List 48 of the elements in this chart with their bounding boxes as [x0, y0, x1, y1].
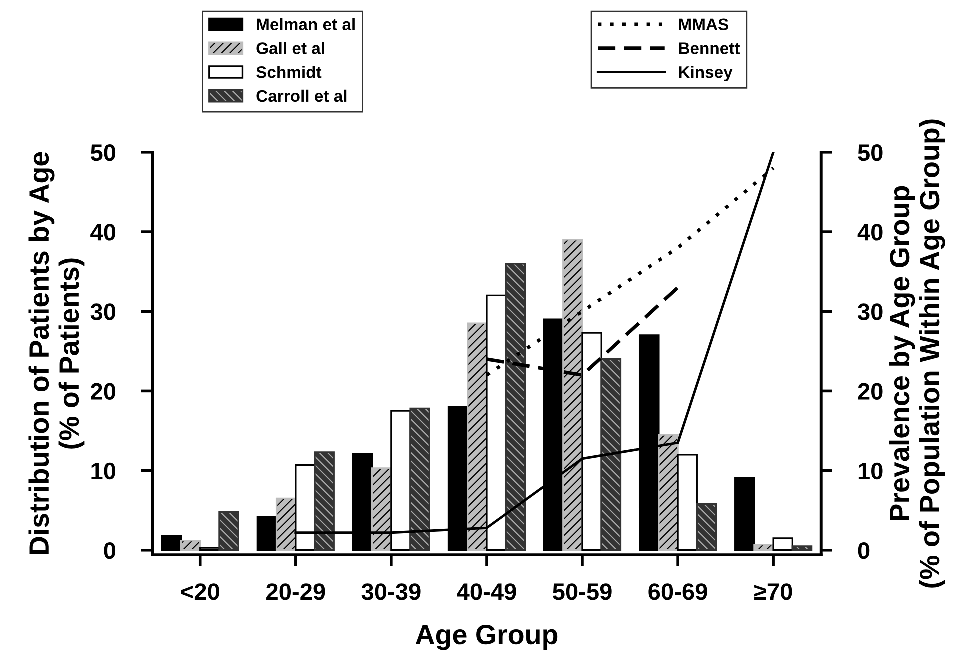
bar [696, 503, 718, 552]
legend-label: Kinsey [679, 66, 733, 82]
bar [677, 454, 698, 552]
bar [180, 540, 202, 552]
y-tick-label: 50 [90, 144, 116, 162]
legend-label: Gall et al [256, 42, 324, 54]
legend-label: Bennett [679, 42, 740, 54]
x-tick-label: 50-59 [553, 584, 612, 600]
x-tick-label: 40-49 [457, 584, 516, 600]
bar [600, 358, 622, 552]
y2-tick-label: 50 [858, 144, 883, 162]
y-tick-label: 10 [92, 462, 116, 480]
bar [505, 263, 526, 552]
bar [754, 544, 774, 552]
x-axis-title: Age Group [416, 625, 558, 650]
bar [562, 239, 584, 552]
bar [734, 477, 756, 552]
bar [200, 547, 220, 552]
bar [276, 498, 297, 552]
legend-label: Carroll et al [256, 90, 347, 102]
y2-tick-label: 20 [858, 383, 883, 400]
legend-label: MMAS [679, 18, 728, 31]
y2-tick-label: 10 [858, 462, 883, 480]
bar [410, 408, 430, 552]
y-tick-label: 40 [90, 224, 116, 241]
bar [161, 535, 182, 552]
legend-label: Schmidt [256, 66, 322, 78]
bar [792, 546, 813, 552]
legend-label: Melman et al [257, 18, 355, 31]
bar [467, 322, 488, 552]
x-tick-label: <20 [181, 584, 220, 600]
x-tick-label: 30-39 [362, 584, 421, 600]
bar [314, 452, 335, 552]
y-tick-label: 20 [91, 383, 116, 400]
y2-axis-title: Prevalence by Age Group (% of Population Within Age Group) [889, 120, 946, 588]
bar [256, 516, 278, 552]
bar [658, 434, 679, 552]
y2-tick-label: 30 [858, 304, 883, 320]
y2-tick-label: 40 [858, 224, 883, 241]
bar [218, 511, 240, 552]
y-tick-label: 0 [104, 542, 116, 560]
y-tick-label: 30 [90, 304, 116, 320]
x-tick-label: 60-69 [648, 584, 708, 600]
x-tick-label: 20-29 [266, 584, 326, 600]
y-axis-title: Distribution of Patients by Age (% of Patients) [28, 152, 85, 554]
y2-tick-label: 0 [858, 542, 870, 560]
x-tick-label: ≥70 [754, 584, 792, 600]
bar [772, 538, 794, 552]
